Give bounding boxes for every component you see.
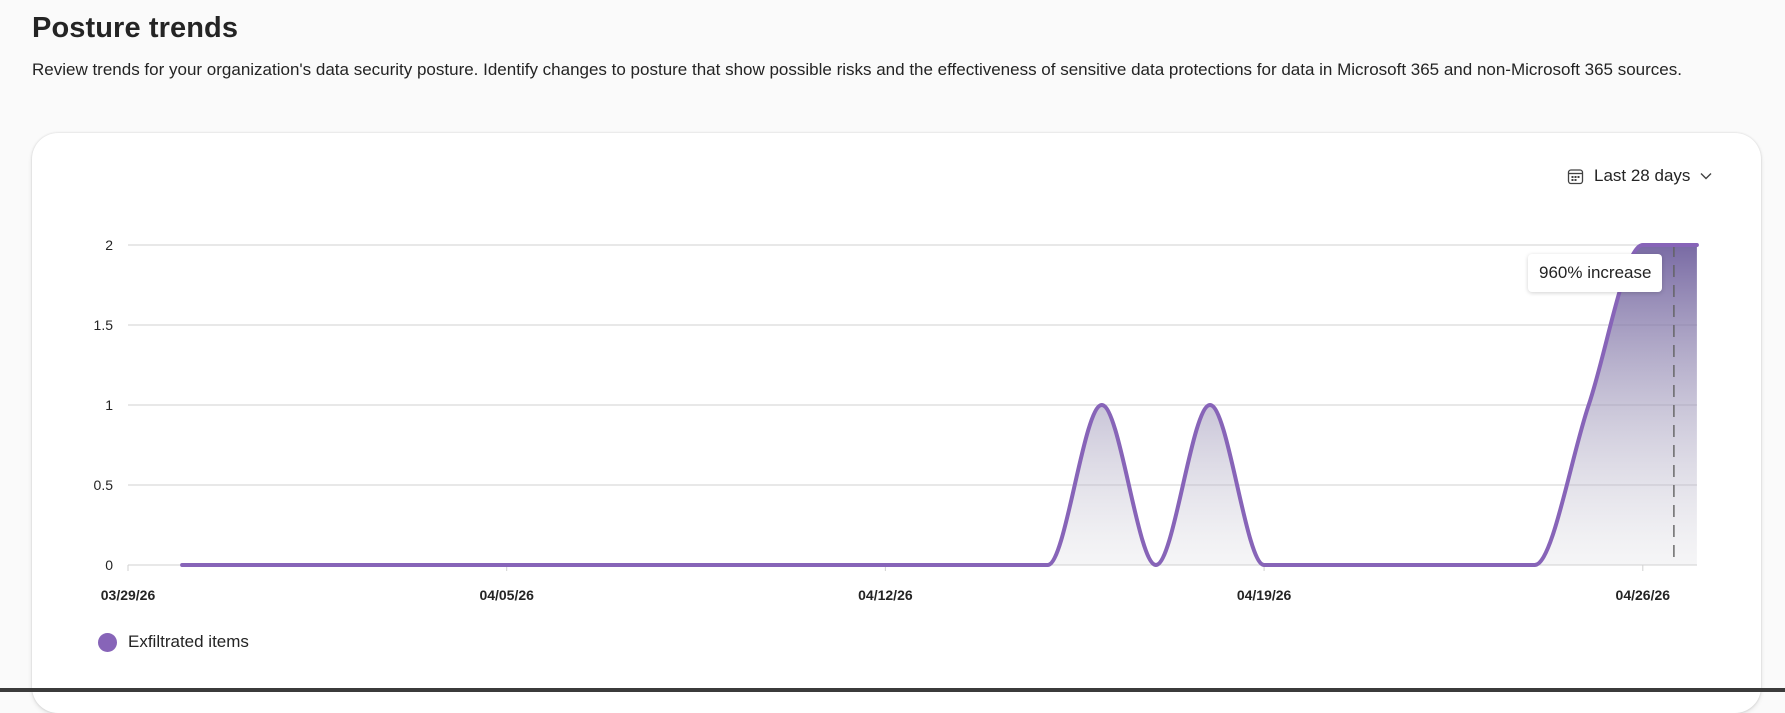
y-tick-label: 1 — [105, 397, 113, 413]
x-tick-label: 04/05/26 — [479, 587, 534, 603]
legend-swatch — [98, 632, 117, 652]
legend-item-exfiltrated-items[interactable]: Exfiltrated items — [98, 632, 249, 652]
exfiltrated-items-chart: 0 0.5 1 1.5 2 03/29/26 04/05/26 04/12/26 04/19/2… — [94, 237, 1699, 603]
series-line — [180, 243, 1699, 568]
x-tick-label: 03/29/26 — [101, 587, 156, 603]
y-tick-label: 0.5 — [94, 477, 114, 493]
page-title: Posture trends — [32, 12, 239, 44]
x-tick-label: 04/26/26 — [1616, 587, 1671, 603]
window-bottom-edge — [0, 688, 1785, 692]
y-tick-label: 1.5 — [94, 317, 114, 333]
x-tick-label: 04/12/26 — [858, 587, 913, 603]
calendar-icon — [1567, 168, 1584, 185]
chevron-down-icon — [1700, 172, 1712, 180]
x-tick-label: 04/19/26 — [1237, 587, 1292, 603]
y-tick-label: 0 — [105, 557, 113, 573]
page-description: Review trends for your organization's da… — [32, 60, 1682, 79]
y-tick-label: 2 — [105, 237, 113, 253]
date-range-dropdown[interactable]: Last 28 days — [1561, 162, 1718, 190]
trend-callout: 960% increase — [1528, 254, 1663, 292]
posture-trends-card — [32, 133, 1761, 713]
date-range-label: Last 28 days — [1594, 166, 1691, 185]
legend-label: Exfiltrated items — [128, 632, 249, 651]
